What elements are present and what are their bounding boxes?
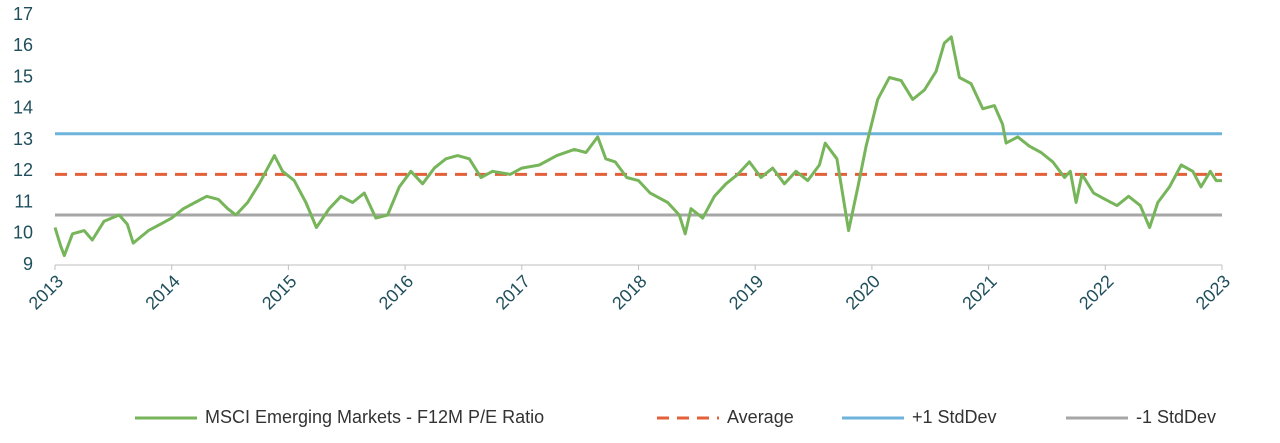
x-tick-label: 2020 <box>842 271 884 313</box>
series-line <box>53 35 1222 258</box>
legend-label: -1 StdDev <box>1136 407 1216 427</box>
legend: MSCI Emerging Markets - F12M P/E Ratio Av… <box>135 407 1216 427</box>
y-tick-label: 10 <box>13 223 33 243</box>
y-tick-label: 12 <box>13 160 33 180</box>
x-tick-label: 2021 <box>958 271 1000 313</box>
y-tick-label: 9 <box>23 254 33 274</box>
y-tick-label: 13 <box>13 129 33 149</box>
legend-label: Average <box>727 407 794 427</box>
x-tick-label: 2017 <box>492 271 534 313</box>
x-tick-label: 2023 <box>1192 271 1234 313</box>
x-tick-label: 2016 <box>375 271 417 313</box>
x-tick-label: 2018 <box>608 271 650 313</box>
y-tick-label: 17 <box>13 4 33 24</box>
x-tick-label: 2022 <box>1075 271 1117 313</box>
legend-label: +1 StdDev <box>912 407 997 427</box>
y-tick-label: 16 <box>13 35 33 55</box>
x-tick-label: 2015 <box>258 271 300 313</box>
y-tick-label: 15 <box>13 66 33 86</box>
x-tick-label: 2014 <box>141 271 183 313</box>
x-tick-label: 2019 <box>725 271 767 313</box>
y-tick-label: 11 <box>14 191 33 211</box>
x-tick-label: 2013 <box>25 271 67 313</box>
legend-label: MSCI Emerging Markets - F12M P/E Ratio <box>205 407 544 427</box>
y-tick-label: 14 <box>13 98 33 118</box>
